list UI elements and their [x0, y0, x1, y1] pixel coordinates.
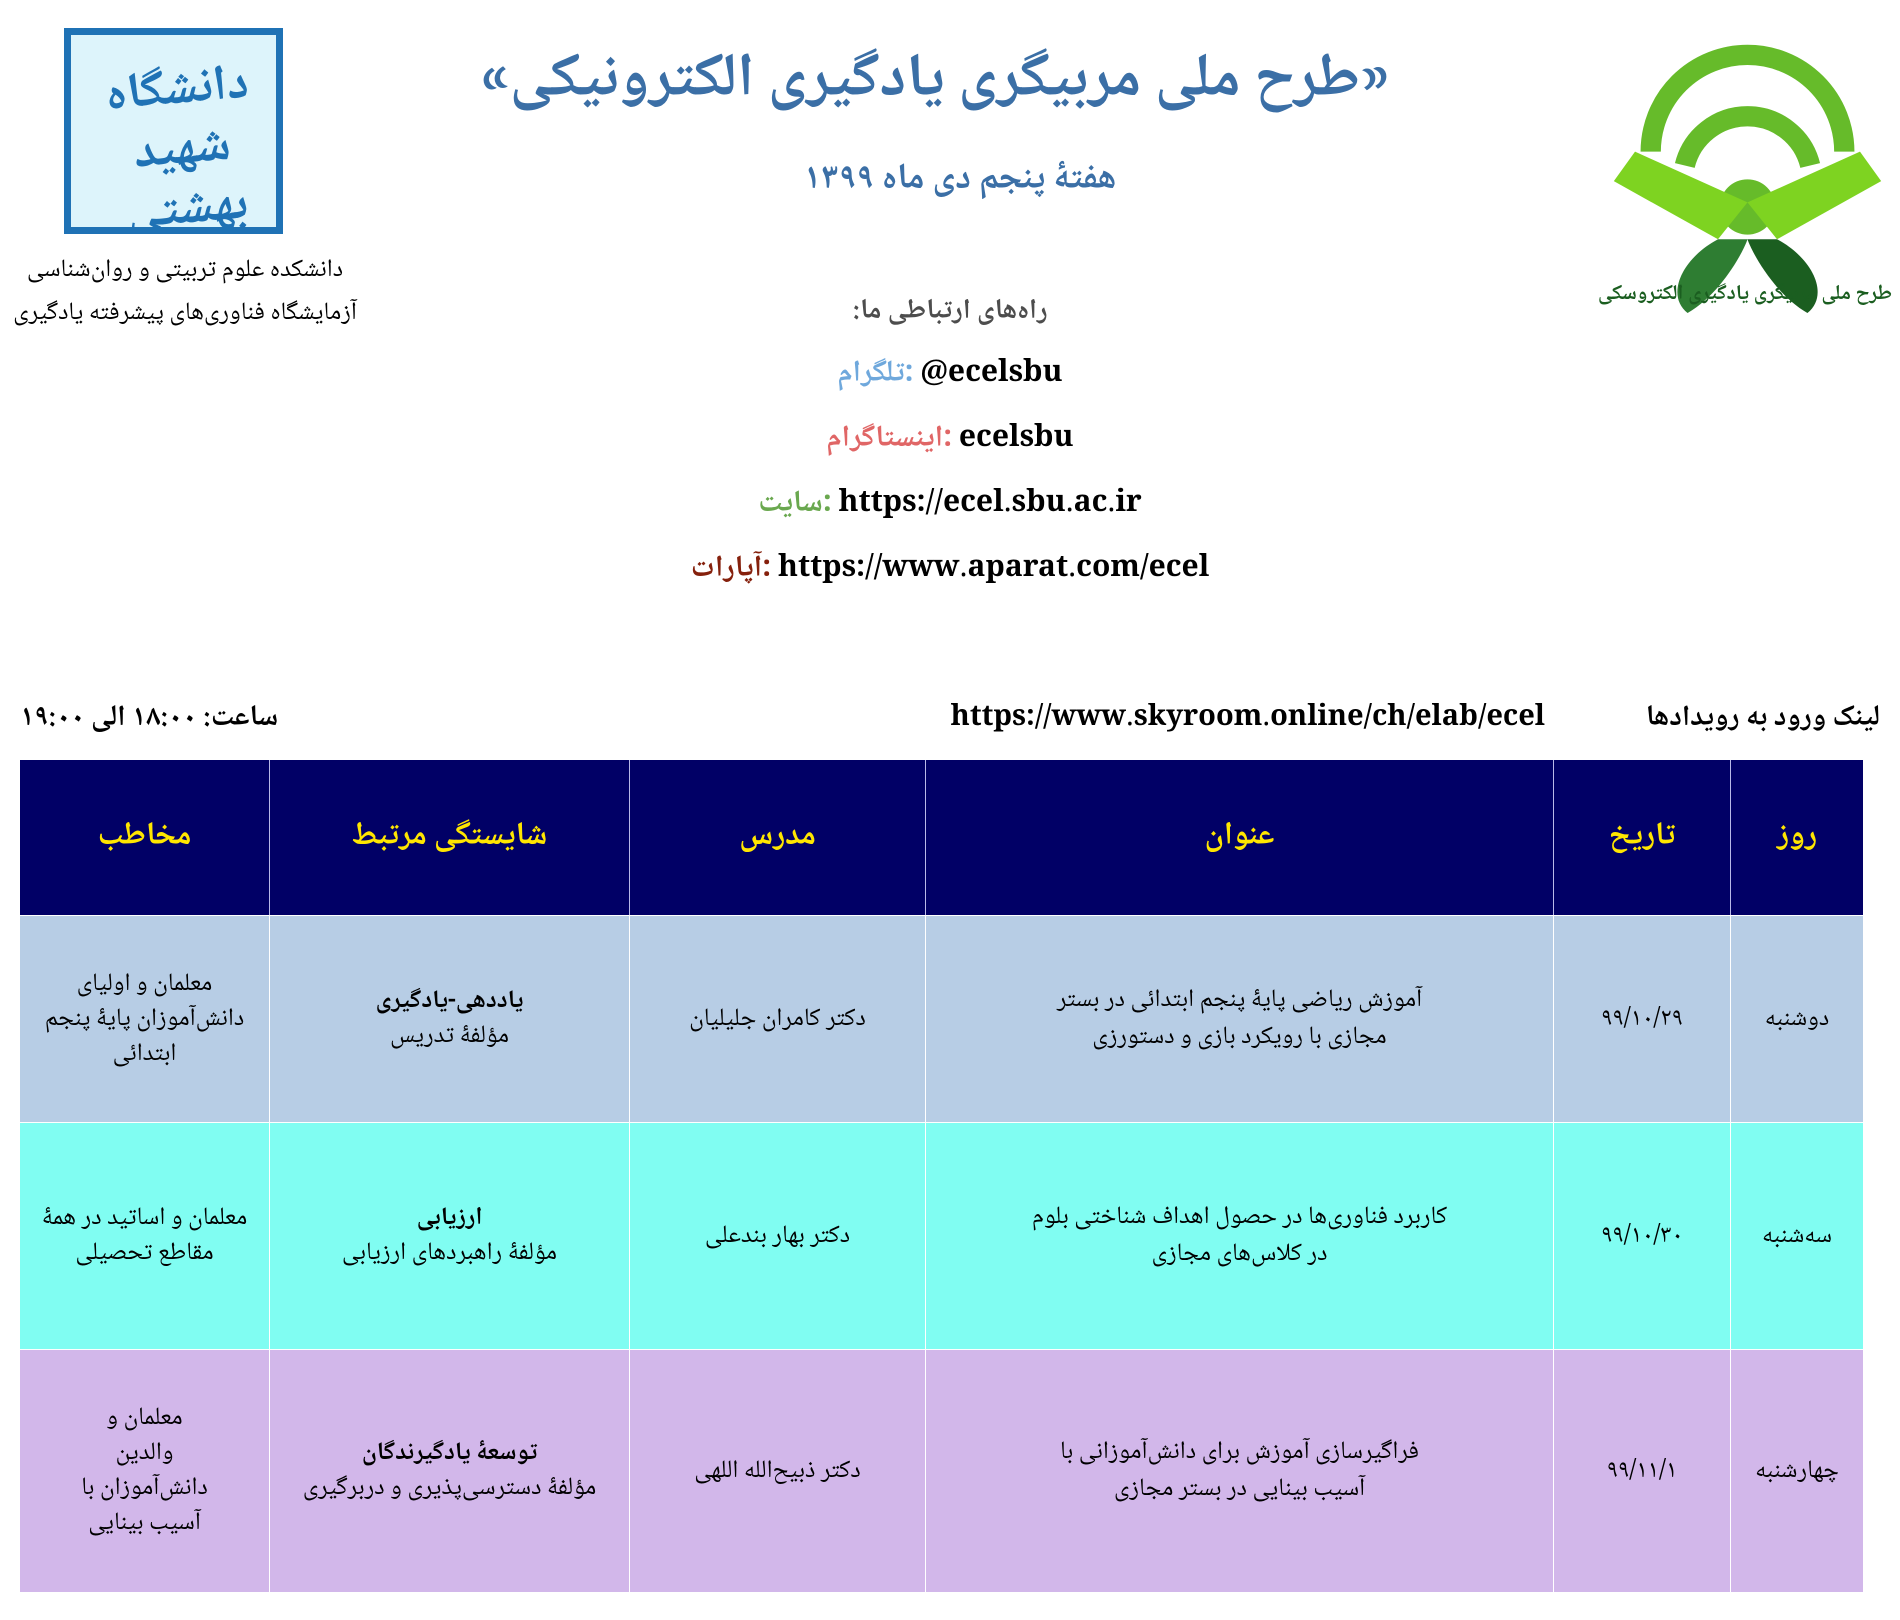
svg-text:بهشتی: بهشتی [124, 165, 252, 227]
